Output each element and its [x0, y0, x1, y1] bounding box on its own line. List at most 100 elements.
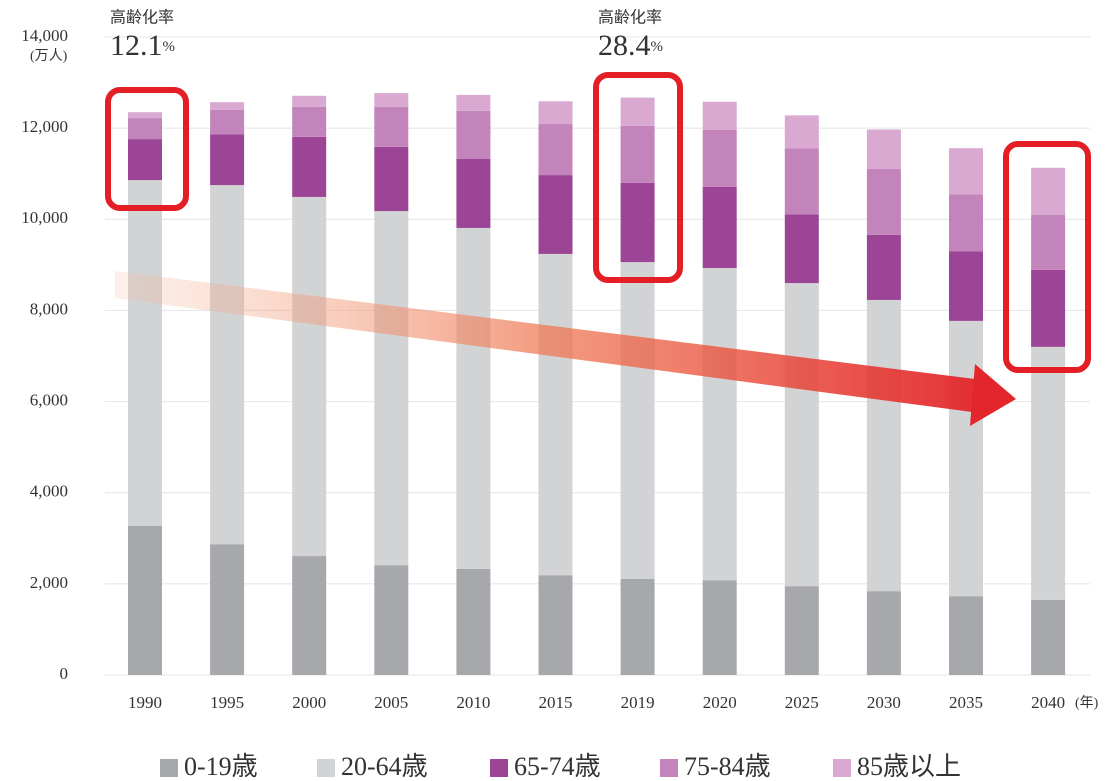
annotation-unit: %: [651, 39, 664, 55]
x-tick-label: 2019: [621, 693, 655, 712]
highlight-box: [1003, 141, 1091, 373]
bar-segment: [538, 175, 573, 254]
bar-segment: [620, 125, 655, 183]
bar-segment: [292, 136, 327, 197]
bar-segment: [949, 320, 983, 597]
legend-label: 20-64歳: [341, 752, 428, 781]
bar-segment: [374, 93, 409, 107]
bar-segment: [1031, 346, 1066, 600]
bar-segment: [784, 283, 819, 587]
bar-segment: [866, 168, 901, 235]
bar-segment: [784, 586, 819, 675]
bar-segment: [949, 194, 983, 252]
x-tick-label: 2040: [1031, 693, 1065, 712]
bar-segment: [784, 115, 819, 149]
bar-segment: [210, 109, 245, 135]
legend-swatch: [160, 759, 178, 777]
bar-segment: [866, 234, 901, 300]
highlight-box: [105, 87, 189, 211]
legend-label: 75-84歳: [684, 752, 771, 781]
bar-segment: [784, 214, 819, 284]
bar-segment: [538, 575, 573, 675]
legend-label: 65-74歳: [514, 752, 601, 781]
bar-segment: [210, 134, 245, 186]
x-tick-label: 1990: [128, 693, 162, 712]
bar-segment: [210, 102, 245, 110]
y-tick-label: 6,000: [30, 390, 68, 409]
annotation-value: 28.4: [598, 29, 651, 62]
bar-segment: [456, 227, 491, 569]
bar-segment: [538, 124, 573, 176]
bar-segment: [128, 118, 162, 140]
bar-segment: [620, 262, 655, 579]
annotation-rate: 12.1%: [110, 29, 175, 62]
bar-segment: [374, 565, 409, 675]
y-axis-unit: (万人): [30, 48, 68, 64]
bar-segment: [702, 129, 737, 187]
bar-segment: [1031, 214, 1066, 270]
y-tick-label: 8,000: [30, 299, 68, 318]
bar-segment: [374, 146, 409, 212]
legend-label: 0-19歳: [184, 752, 258, 781]
bar-segment: [374, 106, 409, 147]
bar-segment: [128, 180, 162, 526]
bar-segment: [784, 148, 819, 215]
bar-segment: [949, 148, 983, 195]
bar-segment: [702, 580, 737, 675]
bar-segment: [456, 94, 491, 111]
x-tick-label: 2010: [456, 693, 490, 712]
bar-segment: [128, 525, 162, 675]
bar-segment: [620, 182, 655, 263]
y-tick-label: 4,000: [30, 482, 68, 501]
x-tick-label: 2025: [785, 693, 819, 712]
bar-segment: [949, 251, 983, 321]
bar-segment: [866, 591, 901, 675]
annotation-label: 高齢化率: [110, 8, 174, 27]
bar-segment: [702, 186, 737, 269]
y-tick-label: 0: [60, 664, 69, 683]
bar-segment: [292, 196, 327, 557]
bar-segment: [456, 568, 491, 675]
y-tick-label: 14,000: [21, 26, 68, 45]
bar-segment: [128, 112, 162, 119]
bar-segment: [538, 101, 573, 125]
legend-label: 85歳以上: [857, 752, 961, 781]
y-tick-label: 2,000: [30, 573, 68, 592]
bar-segment: [702, 268, 737, 581]
legend-swatch: [490, 759, 508, 777]
bar-segment: [1031, 167, 1066, 215]
bar-segment: [292, 106, 327, 137]
bar-segment: [210, 185, 245, 545]
annotation-unit: %: [163, 39, 176, 55]
trend-arrow-shaft: [115, 271, 975, 412]
bar-segment: [210, 544, 245, 675]
legend: 0-19歳 20-64歳 65-74歳 75-84歳 85歳以上: [160, 752, 961, 781]
x-tick-label: 1995: [210, 693, 244, 712]
bars: [128, 93, 1066, 675]
y-tick-label: 12,000: [21, 117, 68, 136]
bar-segment: [949, 596, 983, 675]
x-tick-label: 2000: [292, 693, 326, 712]
bar-segment: [292, 95, 327, 107]
bar-segment: [866, 129, 901, 169]
bar-segment: [1031, 599, 1066, 675]
y-tick-label: 10,000: [21, 208, 68, 227]
bar-segment: [538, 253, 573, 576]
x-tick-label: 2035: [949, 693, 983, 712]
x-tick-label: 2030: [867, 693, 901, 712]
bar-segment: [620, 97, 655, 126]
x-tick-label: 2015: [539, 693, 573, 712]
bar-segment: [128, 139, 162, 181]
x-axis-unit: (年): [1075, 695, 1099, 711]
highlight-box: [593, 72, 683, 283]
bar-segment: [1031, 269, 1066, 347]
x-tick-label: 2020: [703, 693, 737, 712]
bar-segment: [374, 211, 409, 566]
annotation-label: 高齢化率: [598, 8, 662, 27]
bar-segment: [292, 556, 327, 675]
bar-segment: [702, 101, 737, 130]
legend-swatch: [660, 759, 678, 777]
trend-arrow-head: [970, 364, 1016, 426]
bar-segment: [866, 299, 901, 592]
